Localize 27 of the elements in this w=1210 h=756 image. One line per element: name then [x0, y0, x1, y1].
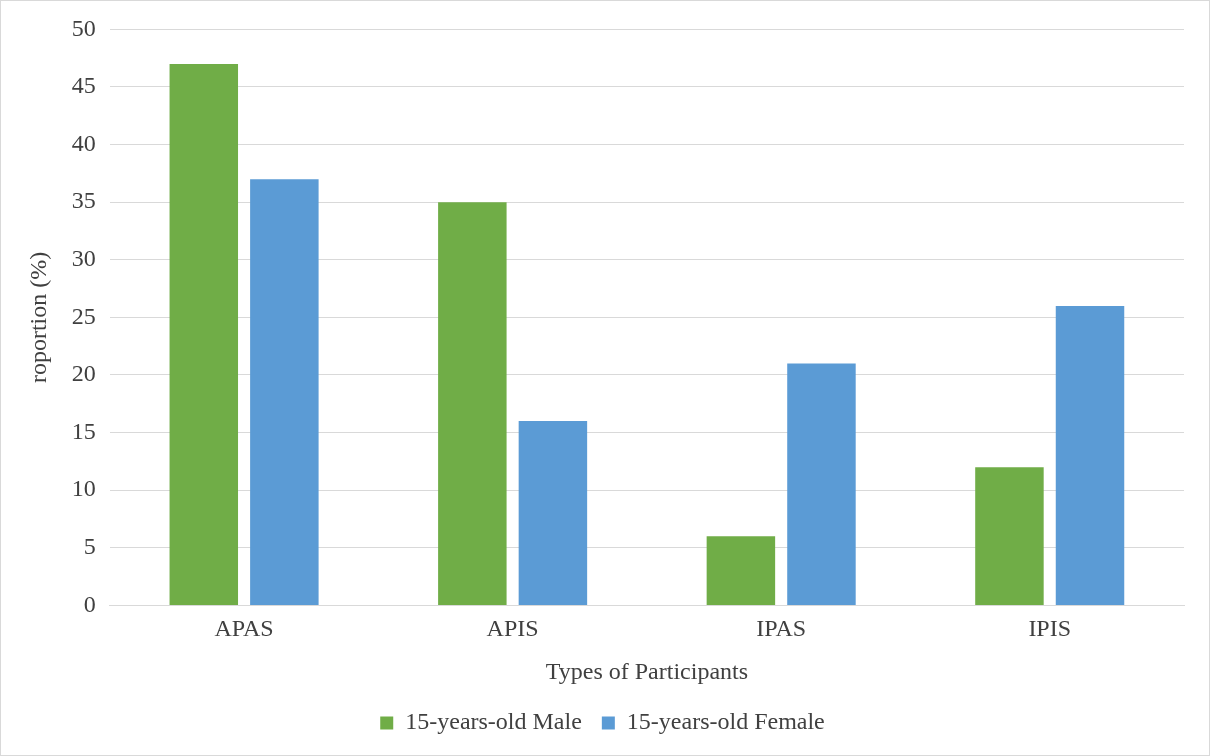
bar: [169, 63, 239, 605]
bar: [250, 179, 319, 605]
bar: [438, 202, 507, 605]
bar: [975, 467, 1044, 605]
legend-label: 15-years-old Female: [626, 708, 825, 735]
y-tick-label: 40: [71, 129, 96, 156]
y-tick-label: 35: [71, 187, 96, 214]
bar: [518, 421, 588, 605]
bar: [1055, 305, 1125, 605]
y-tick-label: 20: [71, 360, 96, 387]
y-tick-label: 5: [83, 533, 96, 560]
y-tick-label: 25: [71, 302, 96, 329]
x-tick-label: APAS: [214, 615, 274, 642]
y-tick-label: 0: [83, 590, 96, 617]
y-tick-label: 15: [71, 417, 96, 444]
x-tick-label: APIS: [486, 615, 539, 642]
y-tick-label: 45: [71, 72, 96, 99]
legend-label: 15-years-old Male: [405, 708, 582, 735]
y-axis-title: roportion (%): [24, 251, 51, 384]
y-tick-label: 50: [71, 14, 96, 41]
bar: [787, 363, 856, 605]
x-axis-title: Types of Participants: [545, 657, 749, 684]
x-tick-label: IPAS: [756, 615, 807, 642]
y-tick-label: 30: [71, 245, 96, 272]
x-tick-label: IPIS: [1028, 615, 1072, 642]
y-tick-label: 10: [71, 475, 96, 502]
bar: [706, 536, 776, 605]
